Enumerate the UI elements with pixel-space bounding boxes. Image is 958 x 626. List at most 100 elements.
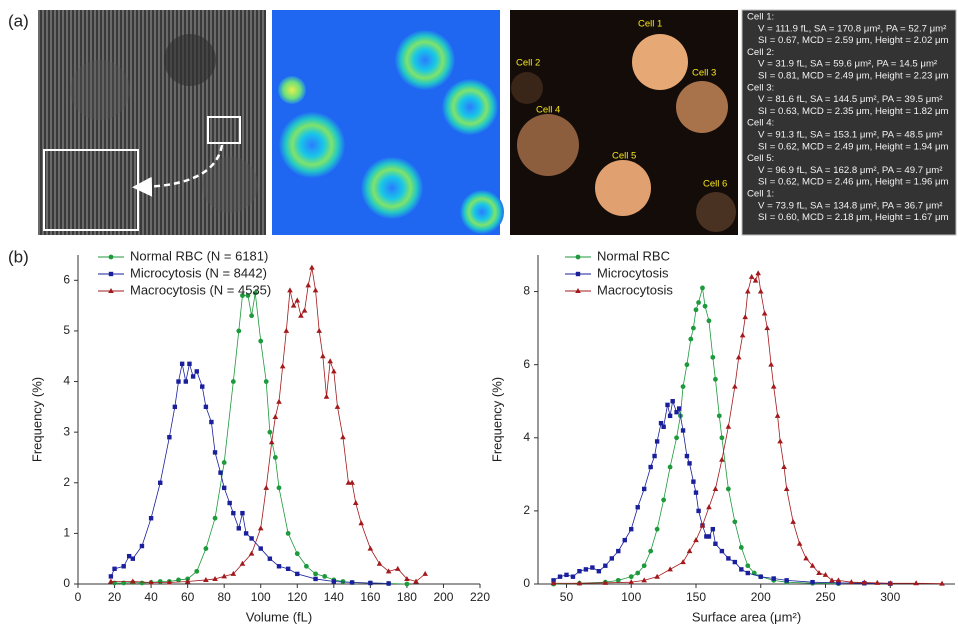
y-tick-label: 2 <box>523 503 530 517</box>
data-point <box>195 369 199 373</box>
data-point <box>131 556 135 560</box>
data-point <box>590 565 594 569</box>
cell-label: Cell 3 <box>692 68 716 79</box>
data-point <box>732 519 737 524</box>
x-tick-label: 200 <box>751 590 771 604</box>
data-point <box>244 531 248 535</box>
data-point <box>597 569 601 573</box>
data-point <box>286 531 291 536</box>
info-line: SI = 0.62, MCD = 2.49 μm, Height = 1.94 … <box>758 141 949 152</box>
data-point <box>707 534 711 538</box>
data-point <box>874 580 880 585</box>
series-line <box>554 401 891 583</box>
data-point <box>759 574 763 578</box>
data-point <box>295 551 300 556</box>
data-point <box>726 487 731 492</box>
panel-label: (b) <box>8 247 29 266</box>
x-tick-label: 0 <box>75 590 82 604</box>
data-point <box>665 403 669 407</box>
data-point <box>564 573 568 577</box>
data-point <box>768 362 774 367</box>
info-line: V = 96.9 fL, SA = 162.8 μm², PA = 49.7 μ… <box>758 165 943 176</box>
data-point <box>784 578 788 582</box>
data-point <box>694 307 699 312</box>
data-point <box>140 544 144 548</box>
data-point <box>781 464 787 469</box>
series-line <box>115 293 407 584</box>
data-point <box>674 435 679 440</box>
data-point <box>655 527 660 532</box>
data-point <box>173 405 177 409</box>
data-point <box>187 362 191 366</box>
data-point <box>377 561 383 566</box>
y-tick-label: 8 <box>523 284 530 298</box>
data-point <box>249 551 255 556</box>
data-point <box>368 546 374 551</box>
data-point <box>109 574 113 578</box>
x-tick-label: 120 <box>287 590 307 604</box>
x-tick-label: 40 <box>144 590 158 604</box>
data-point <box>719 457 725 462</box>
data-point <box>719 435 724 440</box>
data-point <box>204 546 209 551</box>
data-point <box>616 578 621 583</box>
info-line: Cell 4: <box>747 118 774 129</box>
data-point <box>327 358 333 363</box>
legend-label: Macrocytosis (N = 4535) <box>130 282 271 297</box>
hologram-image <box>38 10 266 235</box>
data-point <box>687 461 691 465</box>
data-point <box>268 556 272 560</box>
data-point <box>771 384 777 389</box>
data-point <box>790 519 796 524</box>
data-point <box>726 556 730 560</box>
data-point <box>642 487 646 491</box>
x-tick-label: 180 <box>397 590 417 604</box>
data-point <box>324 394 330 399</box>
data-point <box>707 318 712 323</box>
info-line: V = 81.6 fL, SA = 144.5 μm², PA = 39.5 μ… <box>758 94 943 105</box>
data-point <box>739 545 744 550</box>
y-tick-label: 2 <box>63 475 70 489</box>
data-point <box>603 564 607 568</box>
legend-label: Microcytosis <box>597 265 669 280</box>
data-point <box>259 546 263 550</box>
series-line <box>111 268 425 583</box>
data-point <box>349 480 355 485</box>
data-point <box>681 384 686 389</box>
data-point <box>829 577 835 582</box>
data-point <box>305 282 311 287</box>
data-point <box>108 578 114 583</box>
x-tick-label: 140 <box>324 590 344 604</box>
data-point <box>687 548 693 553</box>
info-line: SI = 0.63, MCD = 2.35 μm, Height = 1.82 … <box>758 106 949 117</box>
info-line: Cell 2: <box>747 47 774 58</box>
cell-label: Cell 5 <box>612 151 636 162</box>
data-point <box>395 566 401 571</box>
data-point <box>273 414 279 419</box>
data-point <box>577 569 581 573</box>
data-point <box>368 581 372 585</box>
data-point <box>797 541 803 546</box>
data-point <box>558 574 562 578</box>
data-point <box>685 454 689 458</box>
segmentation-image: Cell 1 Cell 2 Cell 3 Cell 4 Cell 5 Cell … <box>510 10 738 235</box>
data-point <box>287 287 293 292</box>
data-point <box>295 572 299 576</box>
info-line: Cell 3: <box>747 82 774 93</box>
data-point <box>736 354 742 359</box>
info-line: V = 91.3 fL, SA = 153.1 μm², PA = 48.5 μ… <box>758 130 943 141</box>
data-point <box>213 450 217 454</box>
data-point <box>652 454 656 458</box>
data-point <box>654 574 660 579</box>
data-point <box>710 355 715 360</box>
info-line: V = 31.9 fL, SA = 59.6 μm², PA = 14.5 μm… <box>758 59 938 70</box>
data-point <box>642 563 647 568</box>
data-point <box>713 377 718 382</box>
info-line: SI = 0.62, MCD = 2.46 μm, Height = 1.96 … <box>758 177 949 188</box>
data-point <box>717 413 722 418</box>
data-point <box>158 579 163 584</box>
data-point <box>386 581 390 585</box>
data-point <box>322 574 327 579</box>
data-point <box>335 404 341 409</box>
data-point <box>648 549 653 554</box>
